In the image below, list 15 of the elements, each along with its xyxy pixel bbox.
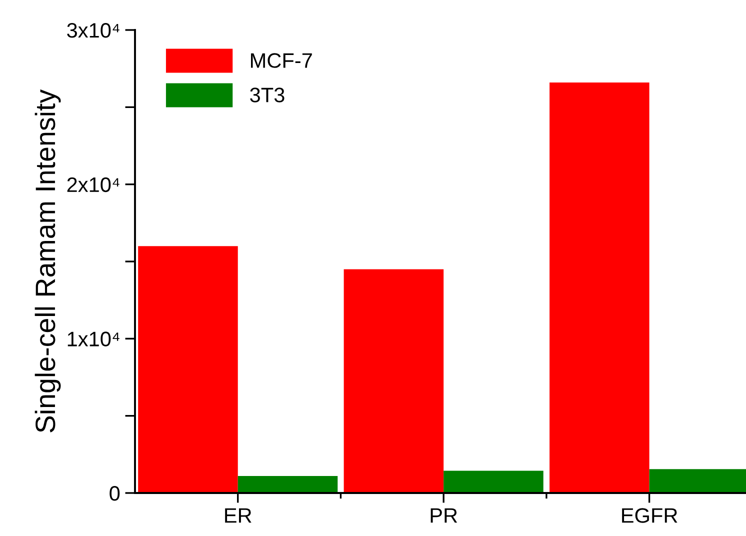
x-tick-label: ER bbox=[225, 508, 252, 523]
y-tick-label: 0 bbox=[110, 486, 120, 501]
x-tick-label: PR bbox=[430, 508, 458, 523]
bar bbox=[344, 269, 444, 493]
bar bbox=[444, 470, 544, 493]
x-tick-label: EGFR bbox=[622, 508, 678, 523]
legend-label: 3T3 bbox=[250, 88, 284, 102]
y-axis-title: Single-cell Ramam Intensity bbox=[34, 89, 61, 432]
bar bbox=[550, 82, 650, 493]
y-tick-label: 2x10⁴ bbox=[67, 177, 120, 192]
legend-label: MCF-7 bbox=[251, 53, 312, 68]
y-tick-label: 1x10⁴ bbox=[68, 332, 120, 346]
y-tick-label: 3x10⁴ bbox=[67, 23, 120, 38]
bar bbox=[238, 476, 338, 493]
bar bbox=[138, 246, 238, 493]
